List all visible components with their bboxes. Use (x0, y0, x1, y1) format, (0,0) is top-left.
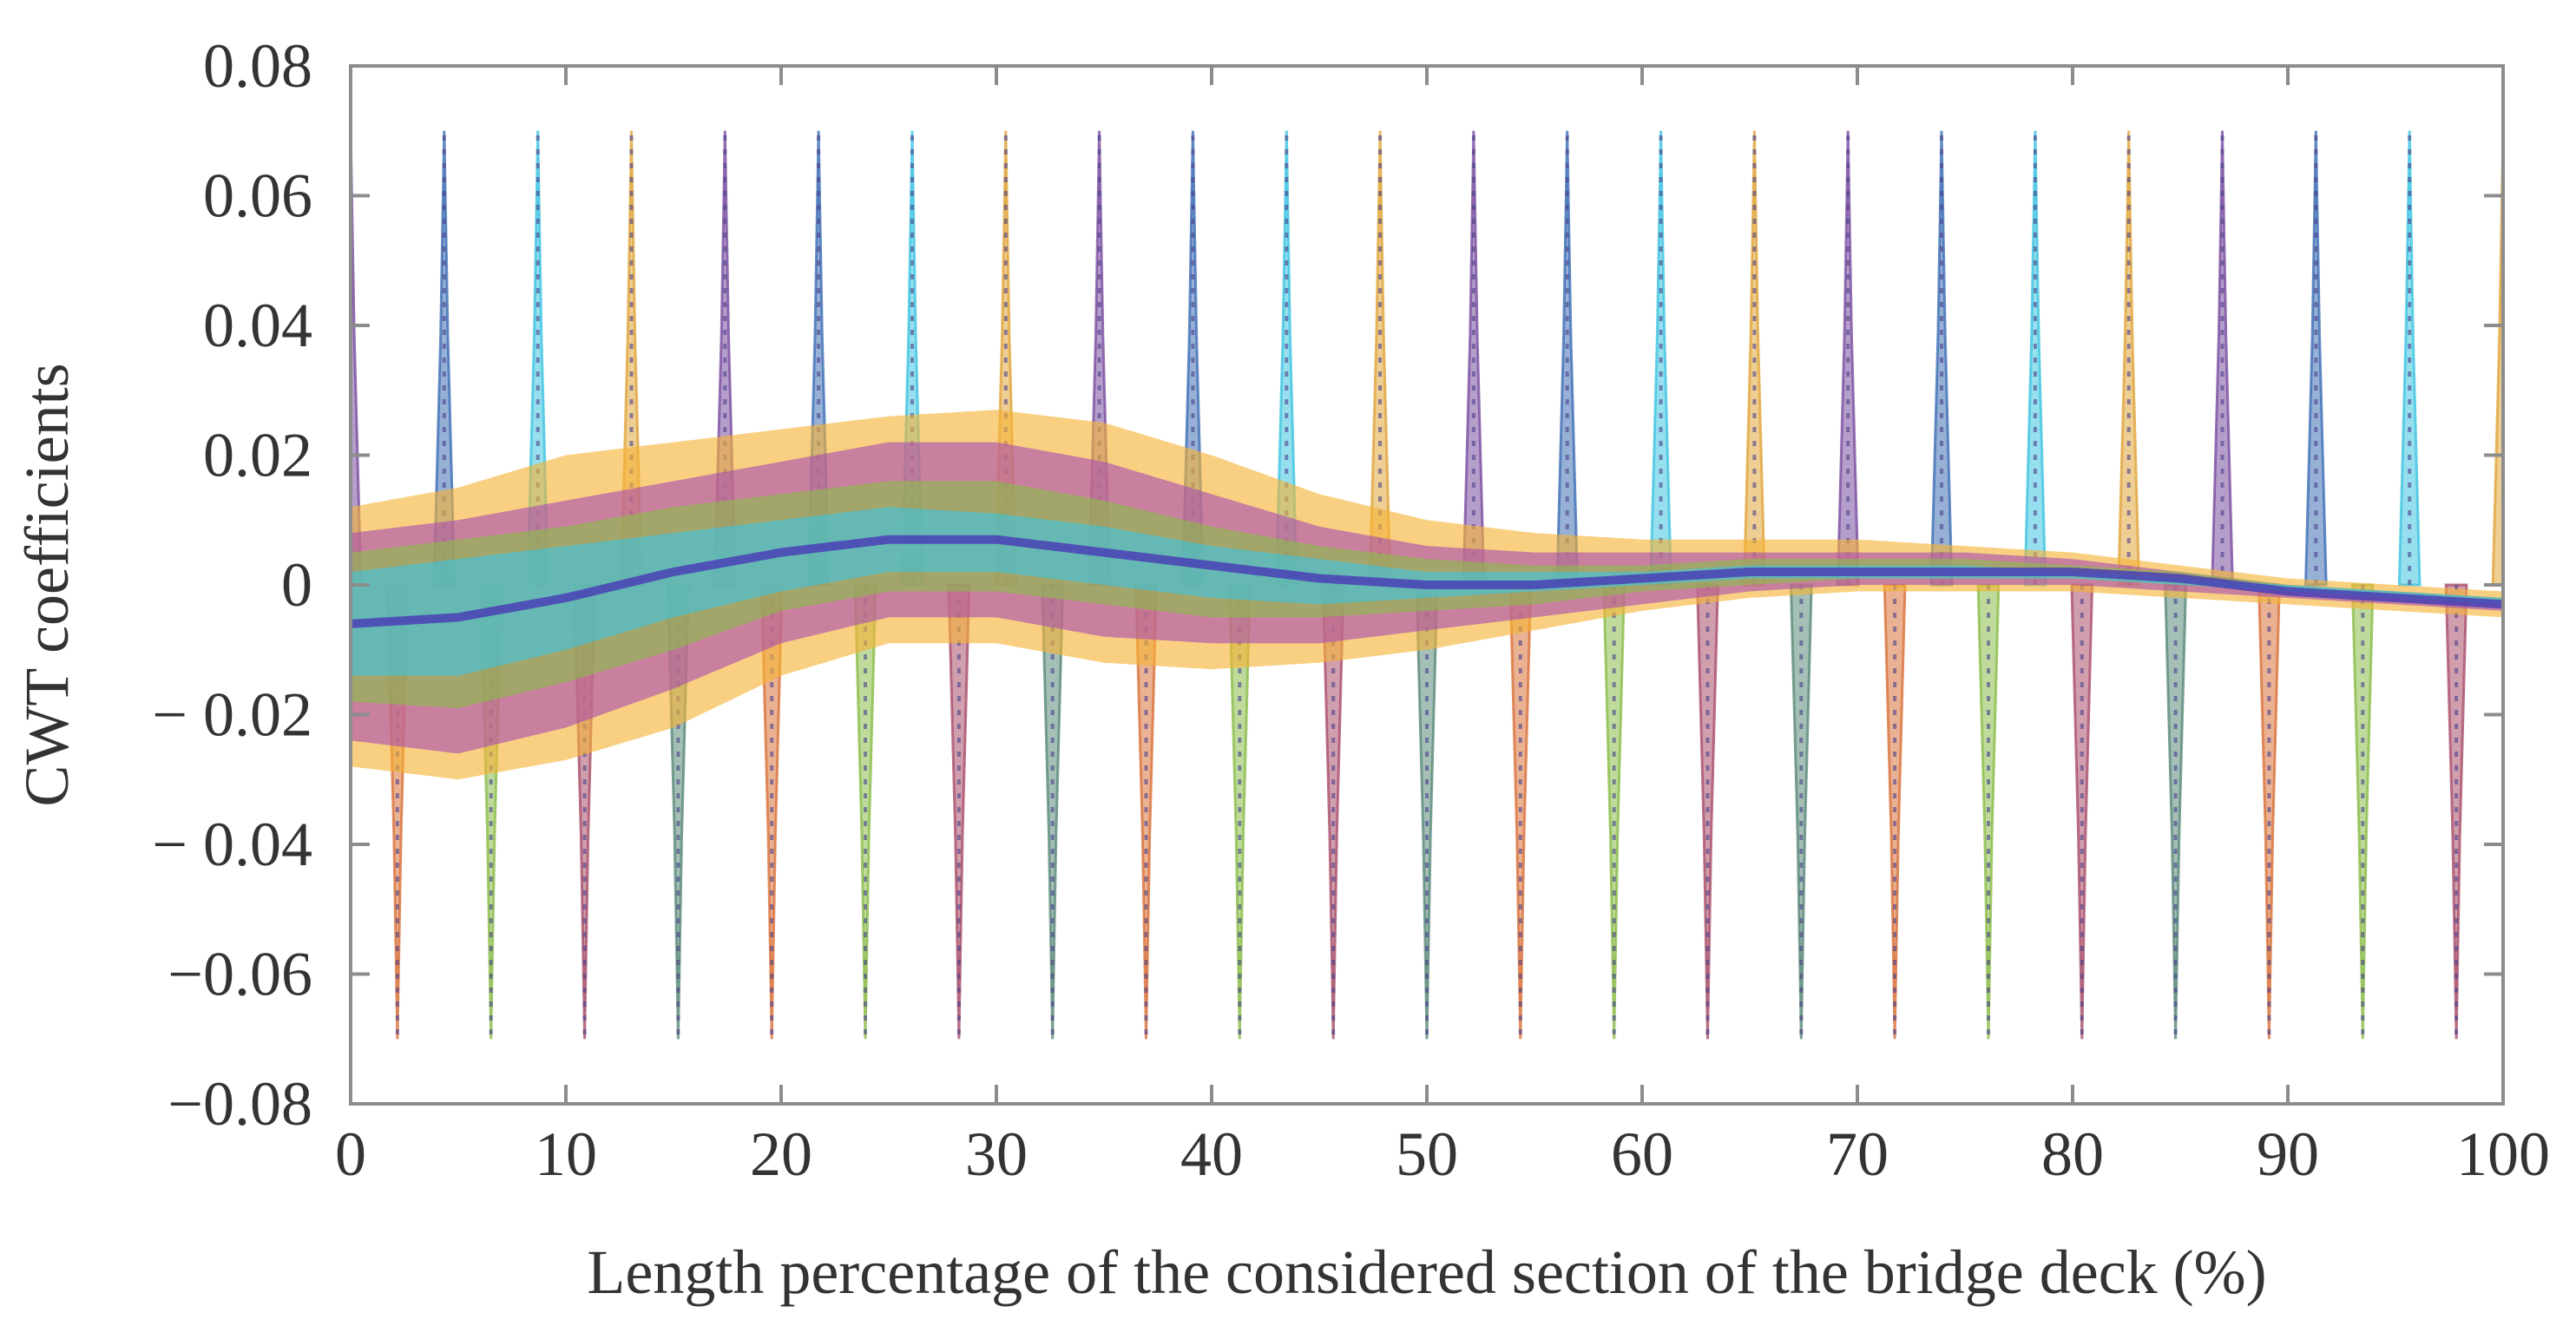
envelope-bands (351, 410, 2503, 780)
oscillation-spike (2491, 130, 2503, 587)
tick-marks (349, 64, 2505, 1106)
plot-layer (351, 130, 2503, 1040)
tick-labels: 0 10 20 30 40 50 60 70 80 90 1000.080.060.040.020−… (152, 31, 2550, 1189)
y-tick-label: 0.02 (203, 421, 312, 490)
x-tick-label: 50 (1396, 1119, 1458, 1189)
y-tick-label: − 0.02 (152, 680, 312, 750)
y-tick-label: 0.06 (203, 161, 312, 231)
y-tick-label: −0.06 (168, 940, 312, 1009)
x-tick-label: 0 (335, 1119, 366, 1189)
x-tick-label: 90 (2257, 1119, 2319, 1189)
series-line-mean-line (351, 535, 2503, 628)
x-tick-label: 40 (1180, 1119, 1243, 1189)
x-tick-label: 60 (1611, 1119, 1673, 1189)
x-axis-label: Length percentage of the considered sect… (587, 1237, 2266, 1307)
x-tick-label: 70 (1826, 1119, 1889, 1189)
x-tick-label: 100 (2456, 1119, 2550, 1189)
y-tick-label: −0.08 (168, 1069, 312, 1139)
band-cyan-band (351, 507, 2503, 676)
y-tick-label: 0.04 (203, 291, 312, 360)
x-tick-label: 10 (535, 1119, 597, 1189)
y-tick-label: 0.08 (203, 31, 312, 101)
x-tick-label: 30 (965, 1119, 1028, 1189)
x-tick-label: 80 (2041, 1119, 2104, 1189)
y-axis-label: CWT coefficients (12, 363, 82, 806)
y-tick-label: 0 (281, 550, 312, 620)
x-tick-label: 20 (750, 1119, 812, 1189)
y-tick-label: − 0.04 (152, 810, 312, 879)
